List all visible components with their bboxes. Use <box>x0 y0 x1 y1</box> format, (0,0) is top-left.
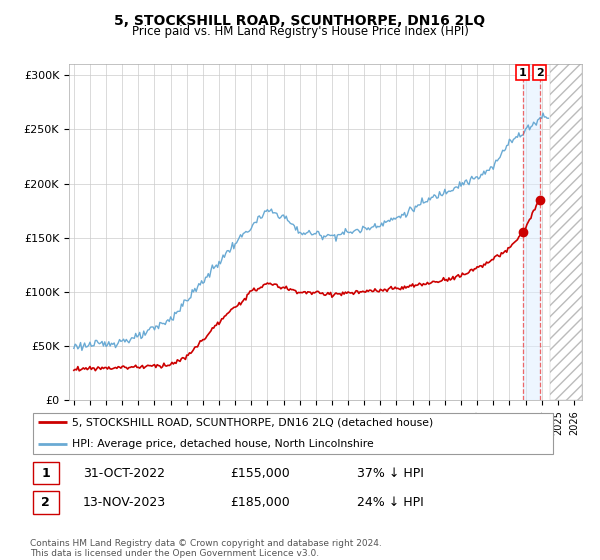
Text: £155,000: £155,000 <box>230 466 290 480</box>
Text: 31-OCT-2022: 31-OCT-2022 <box>83 466 165 480</box>
Bar <box>550 64 582 400</box>
FancyBboxPatch shape <box>32 491 59 514</box>
Text: 24% ↓ HPI: 24% ↓ HPI <box>358 496 424 509</box>
Text: 2: 2 <box>536 68 544 78</box>
Text: £185,000: £185,000 <box>230 496 290 509</box>
Text: 1: 1 <box>41 466 50 480</box>
Text: 5, STOCKSHILL ROAD, SCUNTHORPE, DN16 2LQ (detached house): 5, STOCKSHILL ROAD, SCUNTHORPE, DN16 2LQ… <box>72 417 433 427</box>
Text: Price paid vs. HM Land Registry's House Price Index (HPI): Price paid vs. HM Land Registry's House … <box>131 25 469 38</box>
Text: Contains HM Land Registry data © Crown copyright and database right 2024.
This d: Contains HM Land Registry data © Crown c… <box>30 539 382 558</box>
Bar <box>550 64 582 400</box>
Text: 2: 2 <box>41 496 50 509</box>
Text: 13-NOV-2023: 13-NOV-2023 <box>83 496 166 509</box>
Bar <box>523 64 539 400</box>
FancyBboxPatch shape <box>32 462 59 484</box>
Text: 37% ↓ HPI: 37% ↓ HPI <box>358 466 424 480</box>
Text: HPI: Average price, detached house, North Lincolnshire: HPI: Average price, detached house, Nort… <box>72 440 374 450</box>
FancyBboxPatch shape <box>32 413 553 454</box>
Text: 5, STOCKSHILL ROAD, SCUNTHORPE, DN16 2LQ: 5, STOCKSHILL ROAD, SCUNTHORPE, DN16 2LQ <box>115 14 485 28</box>
Text: 1: 1 <box>519 68 527 78</box>
